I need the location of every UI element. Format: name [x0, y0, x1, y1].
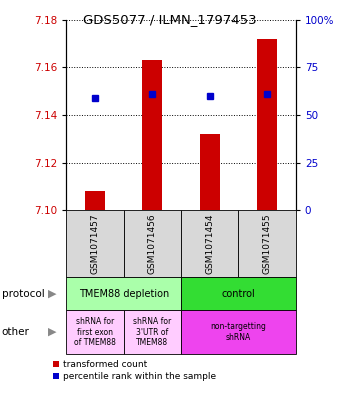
Bar — [257, 39, 277, 210]
Text: control: control — [222, 289, 255, 299]
Text: ▶: ▶ — [49, 327, 57, 337]
Bar — [238, 210, 296, 277]
Text: GSM1071455: GSM1071455 — [262, 213, 272, 274]
Text: shRNA for
3'UTR of
TMEM88: shRNA for 3'UTR of TMEM88 — [133, 317, 171, 347]
Text: ▶: ▶ — [49, 289, 57, 299]
Text: GDS5077 / ILMN_1797453: GDS5077 / ILMN_1797453 — [83, 13, 257, 26]
Legend: transformed count, percentile rank within the sample: transformed count, percentile rank withi… — [49, 356, 220, 385]
Bar — [124, 210, 181, 277]
Bar — [181, 277, 296, 310]
Bar — [181, 210, 238, 277]
Text: TMEM88 depletion: TMEM88 depletion — [79, 289, 169, 299]
Text: GSM1071457: GSM1071457 — [90, 213, 100, 274]
Text: protocol: protocol — [2, 289, 45, 299]
Bar — [85, 191, 105, 210]
Bar — [200, 134, 220, 210]
Bar — [66, 210, 124, 277]
Text: shRNA for
first exon
of TMEM88: shRNA for first exon of TMEM88 — [74, 317, 116, 347]
Bar — [181, 310, 296, 354]
Bar — [66, 277, 181, 310]
Text: GSM1071456: GSM1071456 — [148, 213, 157, 274]
Bar — [124, 310, 181, 354]
Text: non-targetting
shRNA: non-targetting shRNA — [210, 322, 266, 342]
Text: other: other — [2, 327, 30, 337]
Text: GSM1071454: GSM1071454 — [205, 213, 214, 274]
Bar — [142, 60, 163, 210]
Bar — [66, 310, 124, 354]
